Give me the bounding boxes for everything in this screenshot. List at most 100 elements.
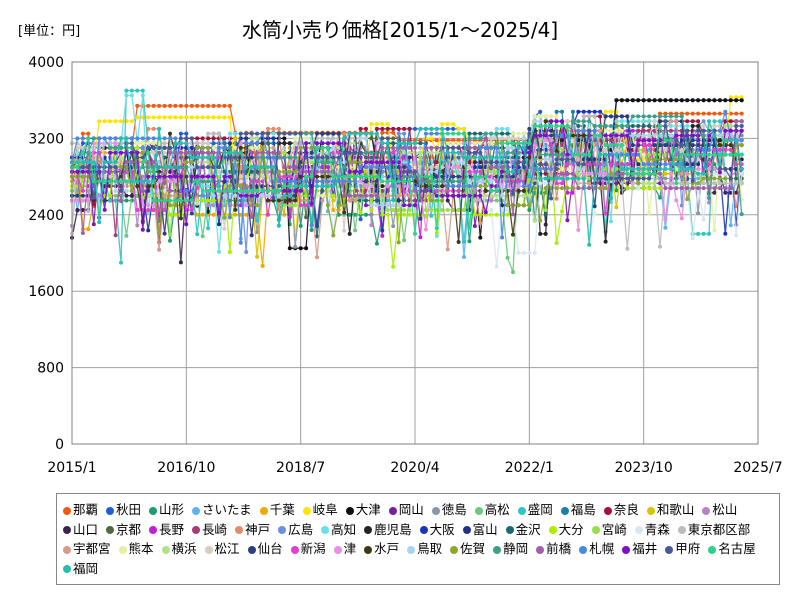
data-point (331, 136, 336, 141)
data-point (641, 124, 646, 128)
data-point (304, 215, 309, 220)
data-point (462, 239, 466, 244)
data-point (200, 212, 205, 217)
data-point (293, 198, 298, 203)
data-point (440, 184, 445, 189)
data-point (157, 231, 162, 236)
data-point (162, 141, 167, 146)
data-point (162, 231, 167, 236)
data-point (696, 211, 701, 216)
data-point (712, 181, 717, 186)
data-point (690, 157, 695, 162)
data-point (451, 126, 456, 131)
data-point (255, 218, 260, 223)
data-point (587, 176, 592, 181)
data-point (489, 208, 494, 212)
data-point (614, 98, 619, 103)
data-point (396, 198, 401, 203)
data-point (598, 171, 603, 176)
data-point (717, 111, 722, 116)
data-point (739, 95, 744, 100)
data-point (113, 233, 118, 238)
data-point (641, 143, 646, 148)
data-point (385, 122, 390, 127)
data-point (728, 95, 733, 100)
data-point (658, 147, 662, 152)
data-point (189, 211, 194, 216)
data-point (472, 160, 477, 165)
data-point (418, 150, 423, 155)
data-point (233, 193, 238, 198)
data-point (570, 133, 575, 138)
data-point (658, 111, 662, 116)
data-point (402, 238, 407, 243)
data-point (576, 227, 581, 232)
data-point (325, 131, 330, 136)
data-point (178, 260, 183, 265)
data-point (641, 152, 646, 157)
data-point (609, 109, 613, 114)
data-point (658, 195, 662, 200)
data-point (668, 124, 673, 128)
data-point (320, 198, 325, 203)
data-point (472, 169, 477, 174)
data-point (282, 145, 287, 150)
data-point (543, 212, 548, 217)
data-point (119, 165, 123, 170)
data-point (467, 165, 472, 170)
data-point (119, 260, 123, 265)
data-point (217, 115, 221, 120)
data-point (320, 136, 325, 141)
data-point (255, 179, 260, 184)
data-point (157, 208, 162, 212)
data-point (358, 217, 363, 222)
data-point (380, 184, 385, 189)
data-point (80, 208, 85, 212)
data-point (195, 145, 200, 150)
data-point (429, 208, 434, 212)
data-point (168, 188, 172, 193)
data-point (674, 98, 679, 103)
data-point (532, 114, 537, 119)
data-point (168, 131, 172, 136)
data-point (434, 234, 439, 238)
data-point (543, 157, 548, 162)
data-point (413, 212, 417, 217)
data-point (276, 198, 281, 203)
data-point (712, 171, 717, 176)
unit-label: [単位：円] (18, 24, 81, 39)
data-point (380, 209, 385, 214)
data-point (97, 119, 102, 124)
data-point (385, 184, 390, 189)
data-point (467, 160, 472, 165)
data-point (113, 188, 118, 193)
data-point (402, 165, 407, 170)
data-point (227, 103, 232, 108)
data-point (603, 128, 608, 133)
data-point (685, 98, 690, 103)
data-point (614, 205, 619, 210)
data-point (560, 209, 564, 214)
data-point (603, 109, 608, 114)
data-point (287, 169, 292, 174)
data-point (124, 193, 129, 198)
data-point (668, 133, 673, 138)
data-point (516, 179, 521, 184)
data-point (560, 109, 564, 114)
data-point (124, 88, 129, 93)
data-point (451, 122, 456, 127)
data-point (206, 184, 211, 189)
data-point (690, 119, 695, 124)
data-point (238, 141, 243, 146)
data-point (140, 145, 145, 150)
data-point (609, 128, 613, 133)
data-point (565, 162, 570, 167)
data-point (636, 186, 641, 191)
data-point (532, 218, 537, 223)
data-point (663, 98, 668, 103)
data-point (543, 208, 548, 213)
data-point (554, 109, 559, 114)
data-point (380, 203, 385, 208)
data-point (113, 198, 118, 203)
data-point (320, 165, 325, 170)
